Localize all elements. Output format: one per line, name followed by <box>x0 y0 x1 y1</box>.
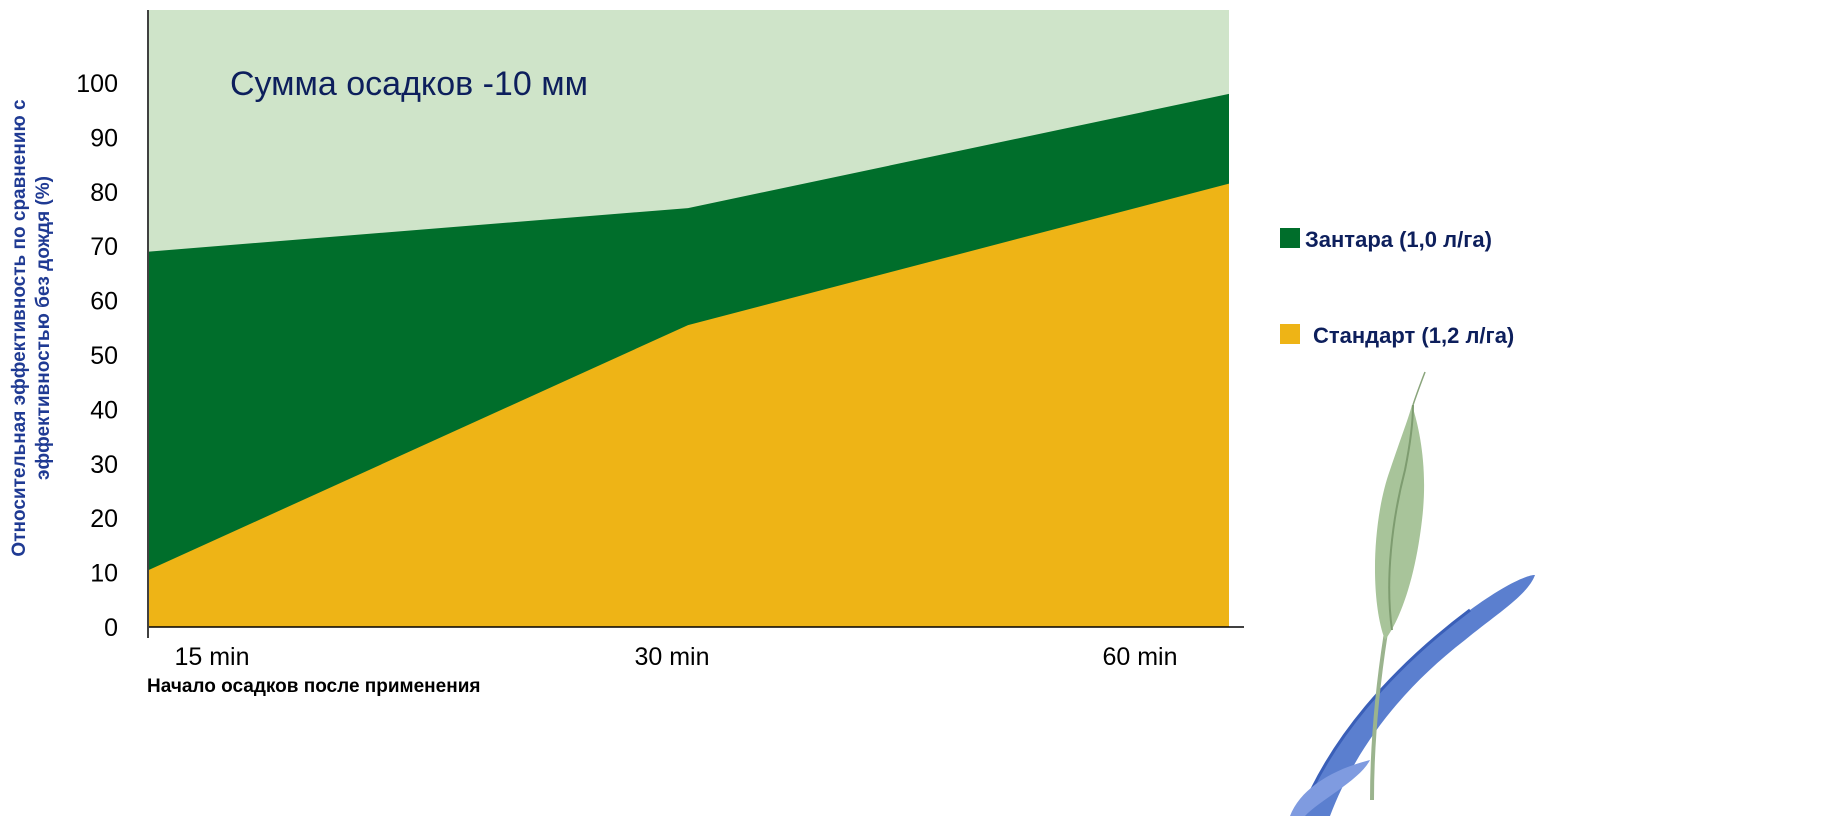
chart-annotation: Сумма осадков -10 мм <box>230 65 588 103</box>
x-tick-label-15-min: 15 min <box>174 643 249 671</box>
area-series-standard <box>149 183 1229 627</box>
legend-swatch-standard <box>1280 324 1300 344</box>
y-tick-label-20: 20 <box>90 505 118 533</box>
y-tick-label-90: 90 <box>90 124 118 152</box>
legend-swatch-zantara <box>1280 228 1300 248</box>
y-tick-label-100: 100 <box>76 70 118 98</box>
y-tick-label-70: 70 <box>90 233 118 261</box>
legend-label-zantara: Зантара (1,0 л/га) <box>1305 227 1492 252</box>
y-tick-label-50: 50 <box>90 342 118 370</box>
y-axis-title-line-1: Относительная эффективность по сравнению… <box>9 99 30 557</box>
y-tick-label-40: 40 <box>90 396 118 424</box>
x-axis-title: Начало осадков после применения <box>147 676 480 697</box>
y-axis-title-line-2: эффективностью без дождя (%) <box>33 176 54 480</box>
y-tick-label-10: 10 <box>90 560 118 588</box>
wheat-illustration <box>1290 371 1535 816</box>
y-tick-label-60: 60 <box>90 288 118 316</box>
x-tick-label-30-min: 30 min <box>634 643 709 671</box>
legend: Зантара (1,0 л/га) Стандарт (1,2 л/га) <box>1280 227 1514 348</box>
y-tick-label-30: 30 <box>90 451 118 479</box>
x-tick-label-60-min: 60 min <box>1102 643 1177 671</box>
legend-label-standard: Стандарт (1,2 л/га) <box>1313 323 1514 348</box>
y-tick-label-0: 0 <box>104 614 118 642</box>
y-tick-label-80: 80 <box>90 179 118 207</box>
